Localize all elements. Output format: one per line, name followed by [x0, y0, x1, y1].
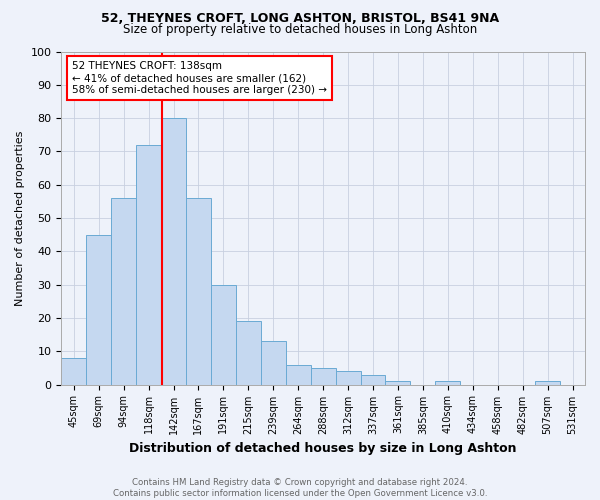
Bar	[335, 371, 361, 384]
Bar	[261, 342, 286, 384]
Text: Size of property relative to detached houses in Long Ashton: Size of property relative to detached ho…	[123, 22, 477, 36]
Text: 52, THEYNES CROFT, LONG ASHTON, BRISTOL, BS41 9NA: 52, THEYNES CROFT, LONG ASHTON, BRISTOL,…	[101, 12, 499, 26]
Bar	[211, 284, 236, 384]
Bar	[311, 368, 335, 384]
X-axis label: Distribution of detached houses by size in Long Ashton: Distribution of detached houses by size …	[130, 442, 517, 455]
Bar	[61, 358, 86, 384]
Bar	[136, 145, 161, 384]
Bar	[535, 381, 560, 384]
Bar	[436, 381, 460, 384]
Bar	[186, 198, 211, 384]
Bar	[361, 374, 385, 384]
Bar	[86, 234, 111, 384]
Text: 52 THEYNES CROFT: 138sqm
← 41% of detached houses are smaller (162)
58% of semi-: 52 THEYNES CROFT: 138sqm ← 41% of detach…	[72, 62, 327, 94]
Bar	[385, 381, 410, 384]
Bar	[286, 364, 311, 384]
Bar	[236, 322, 261, 384]
Bar	[161, 118, 186, 384]
Y-axis label: Number of detached properties: Number of detached properties	[15, 130, 25, 306]
Bar	[111, 198, 136, 384]
Text: Contains HM Land Registry data © Crown copyright and database right 2024.
Contai: Contains HM Land Registry data © Crown c…	[113, 478, 487, 498]
